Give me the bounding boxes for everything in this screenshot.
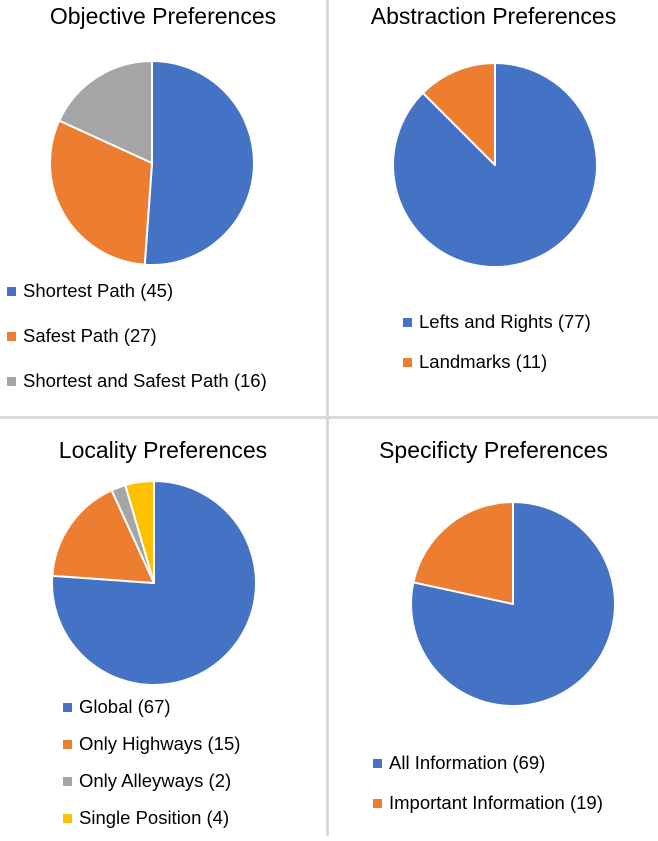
chart-title: Specificty Preferences <box>379 437 608 463</box>
legend-swatch <box>373 759 382 768</box>
legend-swatch <box>373 799 382 808</box>
legend-swatch <box>403 318 412 327</box>
specificity-pie-chart <box>410 501 616 707</box>
abstraction-pie-chart <box>392 62 598 268</box>
legend-swatch <box>403 358 412 367</box>
legend-swatch <box>63 740 72 749</box>
locality-panel: Locality Preferences Global (67) Only Hig… <box>0 419 326 836</box>
legend-swatch <box>63 777 72 786</box>
legend-label: All Information (69) <box>389 752 546 773</box>
legend-swatch <box>63 703 72 712</box>
pie-slice-only-highways <box>51 489 155 584</box>
legend-swatch <box>7 377 16 386</box>
horizontal-divider <box>0 416 658 419</box>
legend-label: Only Alleyways (2) <box>79 770 232 791</box>
legend-label: Shortest Path (45) <box>23 280 174 301</box>
pie-slice-shortest-path <box>143 60 255 266</box>
chart-title: Locality Preferences <box>58 437 268 463</box>
legend-swatch <box>63 814 72 823</box>
legend-label: Safest Path (27) <box>23 325 157 346</box>
legend-label: Shortest and Safest Path (16) <box>23 370 267 391</box>
legend-label: Lefts and Rights (77) <box>419 311 591 332</box>
chart-title: Abstraction Preferences <box>370 3 617 29</box>
abstraction-panel: Abstraction Preferences Lefts and Rights… <box>329 0 658 416</box>
legend-swatch <box>7 332 16 341</box>
legend-swatch <box>7 287 16 296</box>
specificity-panel: Specificty Preferences All Information (… <box>329 419 658 836</box>
pie-slice-single-position <box>124 480 155 584</box>
legend-label: Important Information (19) <box>389 792 603 813</box>
pie-slice-landmarks <box>421 62 496 166</box>
locality-pie-chart <box>51 480 257 686</box>
pie-slice-shortest-and-safest-path <box>58 60 153 164</box>
pie-slice-safest-path <box>49 119 153 266</box>
objective-panel: Objective Preferences Shortest Path (45)… <box>0 0 326 416</box>
legend-label: Single Position (4) <box>79 807 230 828</box>
legend-label: Landmarks (11) <box>419 351 548 372</box>
pie-slice-important-information <box>412 501 514 605</box>
chart-title: Objective Preferences <box>49 3 277 29</box>
objective-pie-chart <box>49 60 255 266</box>
legend-label: Only Highways (15) <box>79 733 241 754</box>
legend-label: Global (67) <box>79 696 171 717</box>
